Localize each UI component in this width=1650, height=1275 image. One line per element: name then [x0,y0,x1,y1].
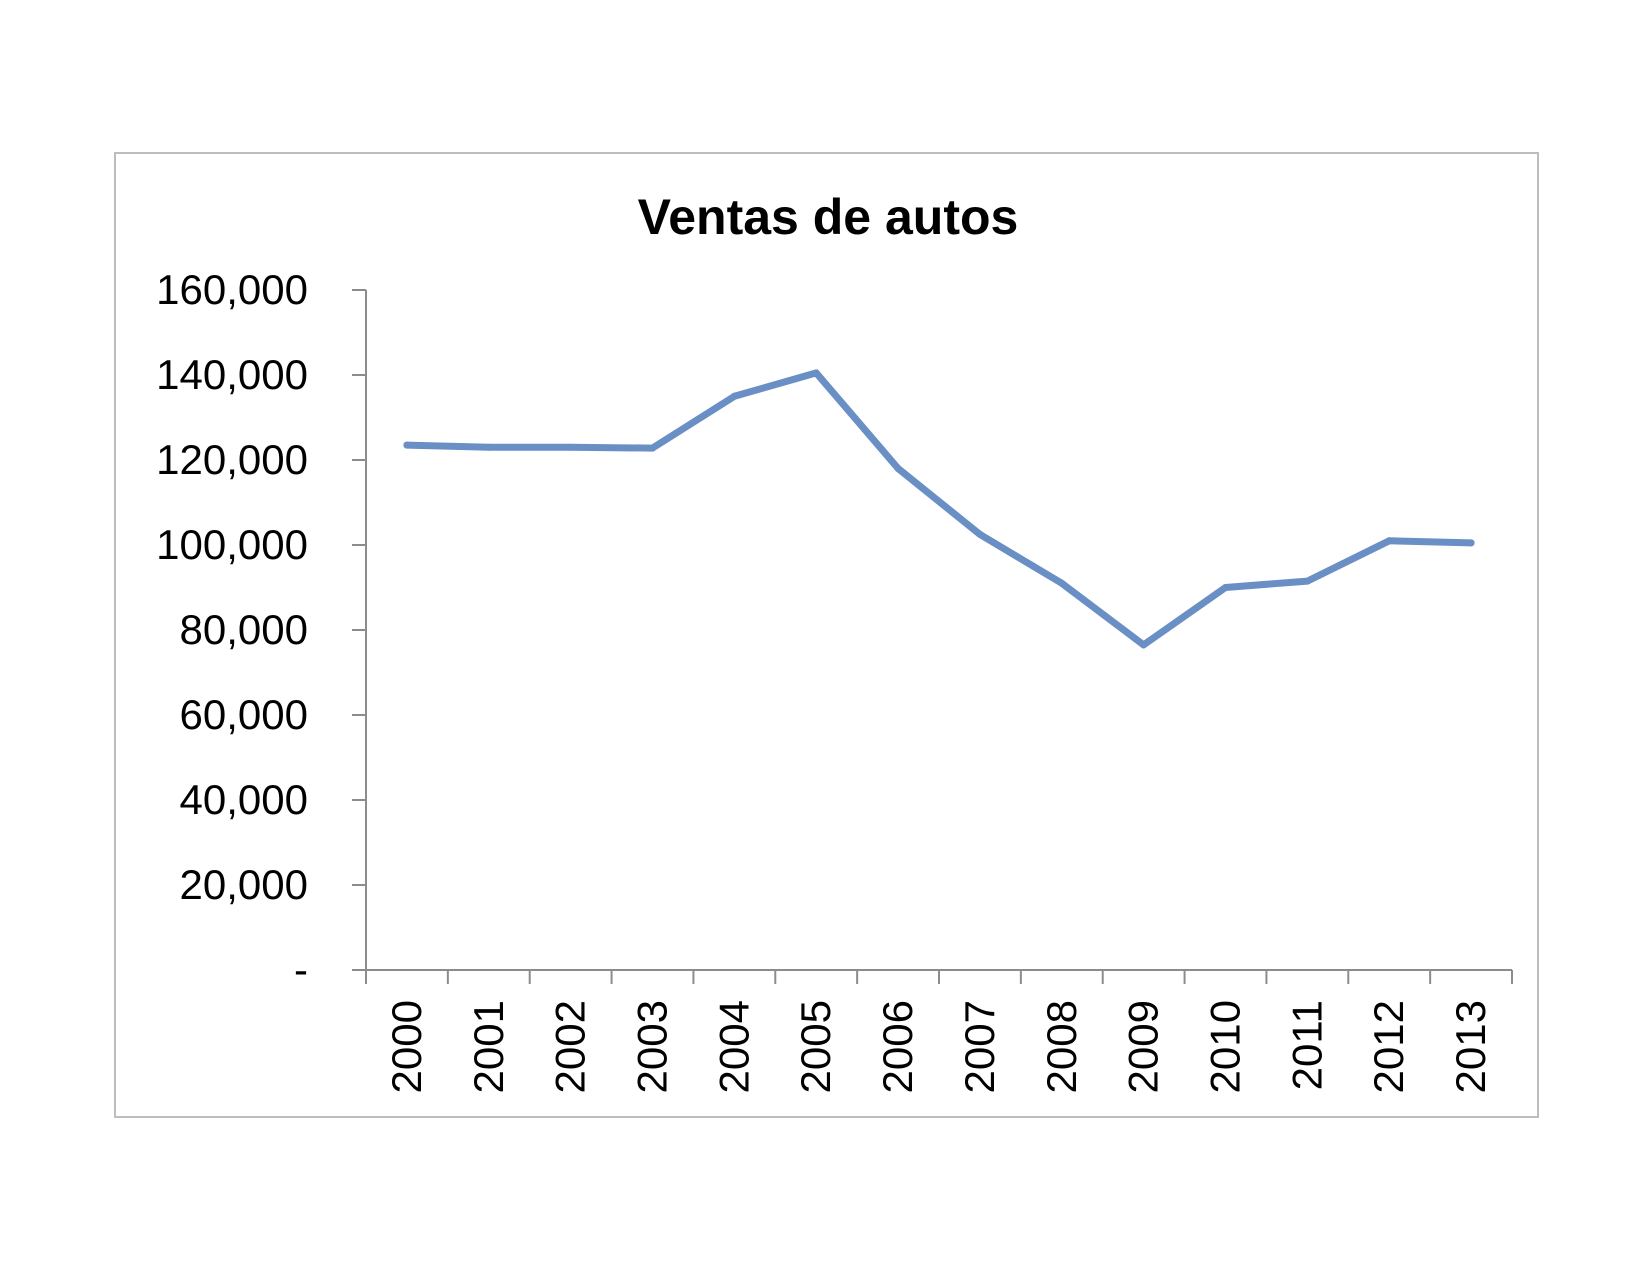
x-tick-label: 2013 [1447,1000,1494,1093]
line-chart: Ventas de autos - 20,000 40,000 60,000 80,00… [156,189,1513,1093]
data-point [894,465,902,472]
data-point [1467,539,1475,547]
x-tick-label: 2010 [1202,1000,1249,1093]
data-point [1058,579,1066,587]
data-point [1222,584,1229,591]
x-tick-label: 2007 [956,1000,1003,1093]
x-axis-ticks: 2000 2001 2002 2003 2004 2005 2006 2007 2008 2009… [365,970,1513,1093]
y-tick-label: 40,000 [180,776,308,823]
y-tick-label: 140,000 [156,351,308,398]
data-point [1140,641,1148,649]
data-point [730,392,738,400]
x-tick-label: 2009 [1120,1000,1167,1093]
x-tick-label: 2005 [792,1000,839,1093]
x-tick-label: 2011 [1283,1000,1330,1090]
x-tick-label: 2012 [1365,1000,1412,1093]
y-tick-label: - [294,946,308,993]
x-tick-label: 2002 [547,1000,594,1093]
y-axis-ticks: - 20,000 40,000 60,000 80,000 100,000 120,000 1… [156,266,366,993]
data-point [567,443,575,451]
y-tick-label: 160,000 [156,266,308,313]
x-tick-label: 2008 [1038,1000,1085,1093]
data-point [1385,537,1393,545]
chart-title: Ventas de autos [638,189,1019,245]
x-tick-label: 2000 [383,1000,430,1093]
y-tick-label: 100,000 [156,521,308,568]
y-tick-label: 120,000 [156,436,308,483]
axes [352,290,1512,971]
data-point [976,530,984,538]
x-tick-label: 2006 [874,1000,921,1093]
data-point [1303,577,1311,585]
x-tick-label: 2004 [710,1000,757,1093]
data-point [812,369,820,377]
data-point [403,441,411,449]
y-tick-label: 20,000 [180,861,308,908]
series-line [403,369,1475,649]
series-group [403,369,1475,649]
y-tick-label: 80,000 [180,606,308,653]
x-tick-label: 2003 [629,1000,676,1093]
x-tick-label: 2001 [465,1000,512,1093]
data-point [649,444,656,452]
chart-area: Ventas de autos - 20,000 40,000 60,000 80,00… [114,152,1539,1118]
y-tick-label: 60,000 [180,691,308,738]
data-point [485,443,493,451]
